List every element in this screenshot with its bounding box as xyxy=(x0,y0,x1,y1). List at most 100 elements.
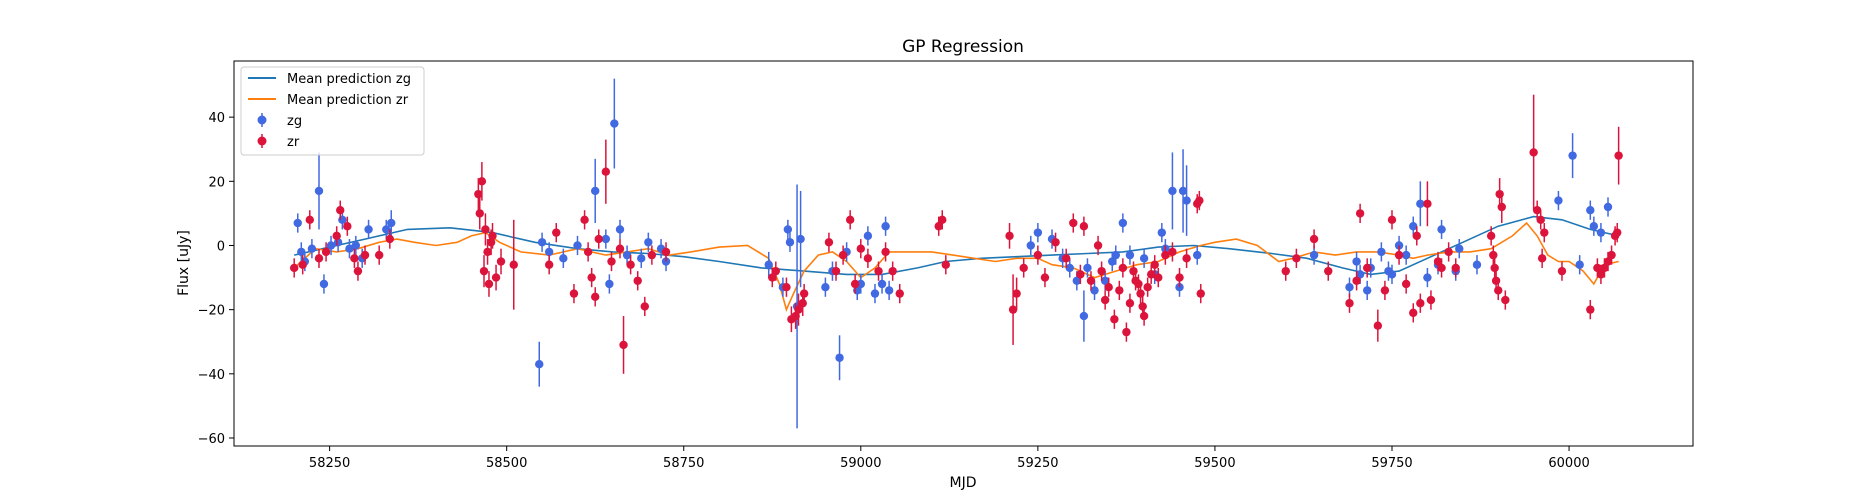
data-point-zg-82 xyxy=(1416,181,1425,227)
marker xyxy=(1161,250,1170,260)
marker xyxy=(870,289,880,298)
data-point-zr-3 xyxy=(314,248,324,268)
marker xyxy=(387,218,396,228)
data-point-zg-18 xyxy=(559,248,568,268)
marker xyxy=(535,359,544,369)
data-point-zr-135 xyxy=(1537,248,1547,268)
marker xyxy=(1491,276,1501,285)
marker xyxy=(332,231,341,241)
marker xyxy=(1292,254,1301,263)
data-point-zr-9 xyxy=(353,261,363,281)
data-point-zr-84 xyxy=(1125,293,1135,313)
data-point-zr-106 xyxy=(1345,293,1354,313)
data-point-zr-23 xyxy=(496,248,506,275)
data-point-zr-119 xyxy=(1426,290,1436,310)
data-point-zg-58 xyxy=(1111,245,1120,265)
data-point-zg-47 xyxy=(1026,235,1035,256)
data-point-zr-136 xyxy=(1540,223,1549,243)
y-tick-label: −60 xyxy=(198,432,225,447)
data-point-zr-115 xyxy=(1409,303,1418,323)
marker xyxy=(888,266,897,276)
data-point-zr-64 xyxy=(1005,223,1014,249)
marker xyxy=(360,250,370,260)
data-point-zr-118 xyxy=(1423,181,1432,227)
marker xyxy=(1111,250,1120,260)
data-point-zr-112 xyxy=(1387,210,1397,230)
marker xyxy=(1129,266,1138,276)
data-point-zr-72 xyxy=(1069,213,1078,233)
data-point-zr-126 xyxy=(1490,258,1499,278)
legend-label-zr: zr xyxy=(287,135,300,150)
marker xyxy=(1100,295,1110,305)
data-point-zr-146 xyxy=(1614,126,1623,185)
data-point-zr-133 xyxy=(1532,200,1542,220)
marker xyxy=(481,225,490,234)
marker xyxy=(343,222,352,231)
marker xyxy=(382,225,391,234)
data-point-zr-122 xyxy=(1444,242,1453,262)
marker xyxy=(1373,321,1383,330)
data-point-zg-76 xyxy=(1377,242,1386,262)
data-point-zg-55 xyxy=(1090,280,1099,301)
marker xyxy=(661,247,671,257)
marker xyxy=(1537,254,1547,263)
data-point-zr-44 xyxy=(782,277,791,297)
data-point-zg-83 xyxy=(1423,267,1432,288)
data-point-zr-130 xyxy=(1497,190,1506,224)
data-point-zg-89 xyxy=(1554,190,1563,211)
marker xyxy=(1093,241,1103,250)
data-point-zr-110 xyxy=(1373,309,1383,342)
marker xyxy=(1026,241,1035,250)
marker xyxy=(1607,250,1616,260)
data-point-zr-100 xyxy=(1195,190,1204,211)
marker xyxy=(938,215,947,225)
marker xyxy=(782,282,791,292)
marker xyxy=(1143,282,1152,292)
data-point-zr-75 xyxy=(1086,271,1096,291)
data-point-zr-121 xyxy=(1437,258,1446,278)
data-point-zg-43 xyxy=(870,283,880,304)
data-point-zr-101 xyxy=(1196,283,1205,304)
marker xyxy=(1281,266,1290,276)
marker xyxy=(1363,263,1372,273)
marker xyxy=(605,279,614,289)
marker xyxy=(491,273,501,282)
marker xyxy=(1193,250,1202,260)
marker xyxy=(1600,263,1609,273)
data-point-zg-93 xyxy=(1589,216,1599,236)
data-point-zr-102 xyxy=(1281,261,1290,281)
data-point-zg-26 xyxy=(637,248,646,268)
marker xyxy=(1097,266,1106,276)
data-point-zr-83 xyxy=(1122,322,1131,342)
marker xyxy=(785,238,795,247)
marker xyxy=(764,260,773,269)
marker xyxy=(1596,228,1606,237)
marker xyxy=(934,222,943,231)
marker xyxy=(1008,305,1018,314)
data-point-zr-25 xyxy=(544,255,554,275)
marker xyxy=(1309,234,1319,244)
marker xyxy=(1104,282,1113,292)
data-point-zr-123 xyxy=(1451,258,1460,278)
data-point-zr-124 xyxy=(1486,226,1496,246)
marker xyxy=(1069,218,1078,228)
data-point-zg-95 xyxy=(1603,197,1613,217)
data-point-zg-45 xyxy=(881,216,890,236)
marker xyxy=(1079,222,1089,231)
marker xyxy=(1345,282,1354,292)
marker xyxy=(1387,270,1397,279)
marker xyxy=(1501,295,1510,305)
marker xyxy=(799,289,809,298)
marker xyxy=(1536,215,1545,225)
data-point-zg-22 xyxy=(605,274,614,294)
data-point-zg-80 xyxy=(1401,245,1411,265)
data-point-zg-44 xyxy=(877,274,887,294)
marker xyxy=(353,266,363,276)
data-point-zg-78 xyxy=(1387,264,1397,284)
marker xyxy=(874,266,883,276)
marker xyxy=(1437,263,1446,273)
marker xyxy=(1423,273,1432,282)
data-point-zr-8 xyxy=(350,248,359,268)
data-point-zg-9 xyxy=(345,239,354,259)
marker xyxy=(615,244,625,253)
